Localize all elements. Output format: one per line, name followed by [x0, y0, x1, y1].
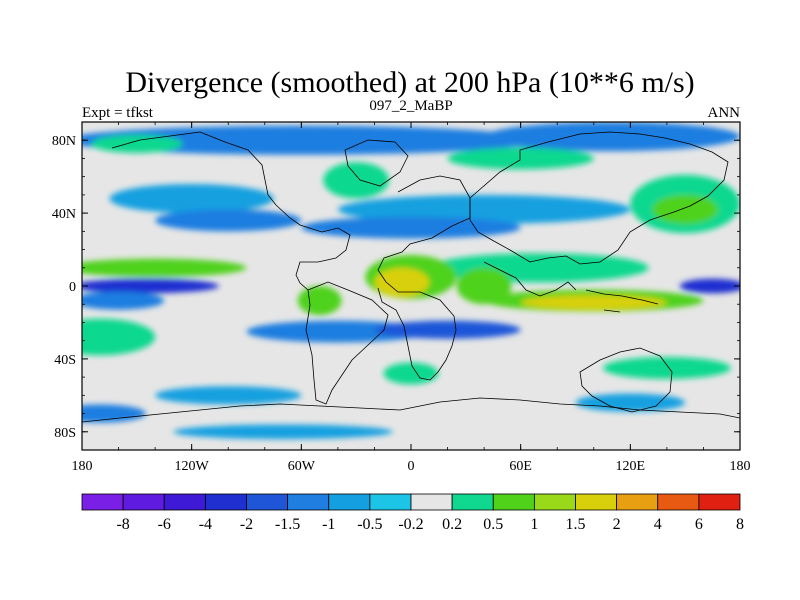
field-blob: [155, 386, 302, 405]
field-blob: [456, 267, 512, 305]
y-tick-label: 40S: [54, 353, 76, 368]
field-blob: [155, 209, 302, 232]
colorbar-swatch: [246, 493, 289, 511]
colorbar-label: -0.2: [398, 516, 423, 533]
field-blob: [297, 286, 342, 316]
north-america-outline: [111, 131, 351, 291]
field-blob: [447, 147, 594, 170]
field-blob: [82, 291, 165, 310]
field-blob: [679, 278, 740, 294]
field-blob: [173, 424, 393, 440]
x-tick-label: 60E: [509, 459, 532, 474]
arabia-india-outline: [483, 261, 577, 297]
colorbar-swatch: [81, 493, 124, 511]
y-tick-label: 0: [69, 280, 76, 295]
experiment-label: Expt = tfkst: [82, 105, 154, 121]
colorbar-label: -2: [240, 516, 253, 533]
x-tick-label: 0: [408, 459, 415, 474]
x-tick-label: 180: [730, 459, 751, 474]
colorbar-swatch: [657, 493, 700, 511]
colorbar-label: -4: [199, 516, 212, 533]
colorbar-swatch: [369, 493, 412, 511]
colorbar-label: 6: [695, 516, 703, 533]
colorbar-swatch: [616, 493, 659, 511]
chart-title: Divergence (smoothed) at 200 hPa (10**6 …: [125, 66, 694, 99]
colorbar-swatch: [163, 493, 206, 511]
colorbar-label: -1: [322, 516, 335, 533]
colorbar-swatch: [575, 493, 618, 511]
antarctica-outline: [82, 397, 740, 423]
colorbar-swatch: [287, 493, 330, 511]
y-tick-label: 80N: [52, 134, 76, 149]
south-america-outline: [305, 281, 389, 405]
y-axis: 80N 40N 0 40S 80S: [52, 134, 740, 441]
field-blob: [109, 183, 274, 214]
field-blob: [82, 404, 146, 423]
colorbar-swatch: [328, 493, 371, 511]
indonesia-outline: [585, 289, 659, 313]
colorbar-label: -8: [116, 516, 129, 533]
field-blob: [383, 362, 439, 385]
colorbar-label: 2: [613, 516, 621, 533]
colorbar-label: -0.5: [357, 516, 382, 533]
colorbar-swatch: [492, 493, 535, 511]
field-blob: [323, 162, 390, 199]
eurasia-outline: [469, 131, 729, 265]
y-tick-label: 40N: [52, 207, 76, 222]
field-blob: [374, 320, 521, 339]
x-tick-label: 180: [72, 459, 93, 474]
field-blob: [652, 194, 719, 225]
field-blob: [575, 393, 686, 412]
field-blob: [337, 194, 631, 225]
australia-outline: [579, 347, 673, 413]
colorbar-swatch: [122, 493, 165, 511]
field-blob: [82, 278, 220, 294]
colorbar-swatch: [698, 493, 741, 511]
x-tick-label: 60W: [288, 459, 316, 474]
colorbar: -8 -6 -4 -2 -1.5 -1 -0.5 -0.2 0.2 0.5 1 1.5 2 4 6 8: [81, 493, 744, 533]
season-label: ANN: [708, 105, 741, 121]
field-blob: [82, 258, 247, 277]
colorbar-label: 1.5: [566, 516, 586, 533]
colorbar-swatch: [451, 493, 494, 511]
field-blob: [91, 134, 183, 153]
colorbar-label: -6: [158, 516, 171, 533]
case-label: 097_2_MaBP: [369, 98, 452, 114]
divergence-field: [82, 122, 740, 440]
colorbar-label: 0.2: [442, 516, 462, 533]
colorbar-swatch: [204, 493, 247, 511]
colorbar-swatch: [533, 493, 576, 511]
x-tick-label: 120E: [616, 459, 646, 474]
field-blob: [602, 357, 731, 379]
colorbar-label: 1: [530, 516, 538, 533]
field-blob: [301, 216, 521, 239]
x-axis: 180 120W 60W 0 60E 120E 180: [72, 122, 751, 474]
colorbar-label: -1.5: [275, 516, 300, 533]
colorbar-label: 8: [736, 516, 744, 533]
x-tick-label: 120W: [175, 459, 210, 474]
field-blob: [484, 122, 740, 152]
colorbar-swatch: [410, 493, 453, 511]
colorbar-label: 0.5: [483, 516, 503, 533]
continent-outlines: [82, 131, 740, 423]
field-blob: [520, 295, 667, 310]
field-blob: [82, 318, 156, 356]
colorbar-label: 4: [654, 516, 662, 533]
y-tick-label: 80S: [54, 426, 76, 441]
field-blob: [82, 125, 539, 155]
greenland-outline: [344, 139, 409, 187]
field-blob: [374, 267, 430, 297]
